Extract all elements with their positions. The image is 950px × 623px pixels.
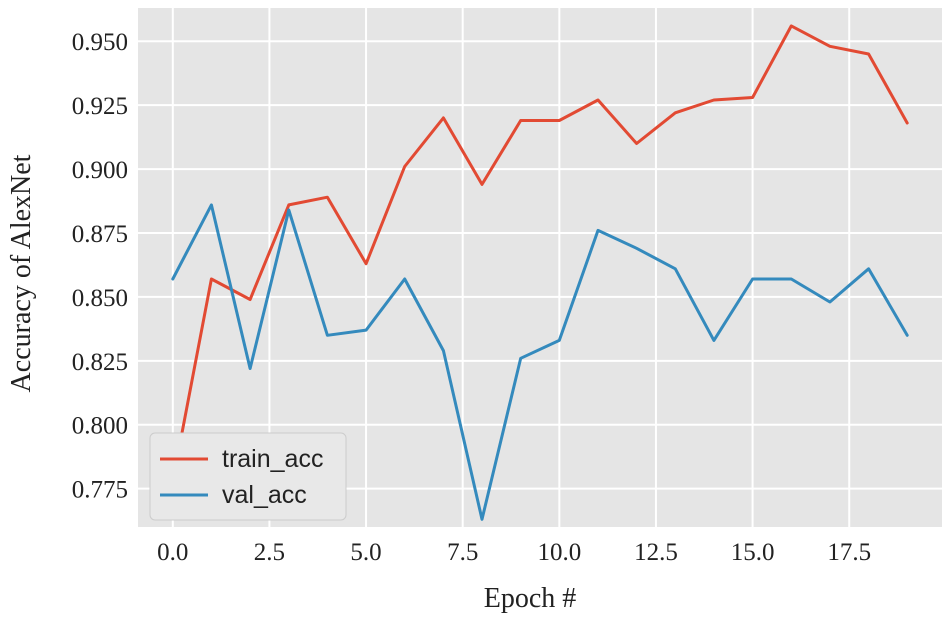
y-tick-labels: 0.775 0.800 0.825 0.850 0.875 0.900 0.925 0.950 — [72, 29, 128, 503]
x-tick-label: 10.0 — [537, 539, 581, 566]
x-axis-label: Epoch # — [484, 583, 577, 614]
x-tick-labels: 0.0 2.5 5.0 7.5 10.0 12.5 15.0 17.5 — [157, 539, 871, 566]
y-tick-label: 0.875 — [72, 221, 128, 248]
y-tick-label: 0.850 — [72, 285, 128, 312]
x-tick-label: 17.5 — [827, 539, 871, 566]
y-tick-label: 0.775 — [72, 477, 128, 504]
x-tick-label: 12.5 — [634, 539, 678, 566]
y-tick-label: 0.825 — [72, 349, 128, 376]
legend-box — [149, 432, 347, 521]
x-tick-label: 2.5 — [254, 539, 285, 566]
legend-label: val_acc — [222, 481, 307, 509]
y-axis-label: Accuracy of AlexNet — [6, 154, 37, 392]
series-line-val-acc — [171, 203, 909, 521]
x-tick-label: 7.5 — [447, 539, 478, 566]
x-tick-label: 0.0 — [157, 539, 188, 566]
series-lines — [171, 24, 909, 521]
x-tick-label: 5.0 — [350, 539, 381, 566]
y-tick-label: 0.800 — [72, 413, 128, 440]
y-tick-label: 0.950 — [72, 29, 128, 56]
legend: train_acc val_acc — [149, 432, 347, 521]
legend-label: train_acc — [222, 445, 323, 473]
y-tick-label: 0.925 — [72, 93, 128, 120]
series-line-train-acc — [171, 24, 909, 483]
y-tick-label: 0.900 — [72, 157, 128, 184]
x-tick-label: 15.0 — [731, 539, 775, 566]
